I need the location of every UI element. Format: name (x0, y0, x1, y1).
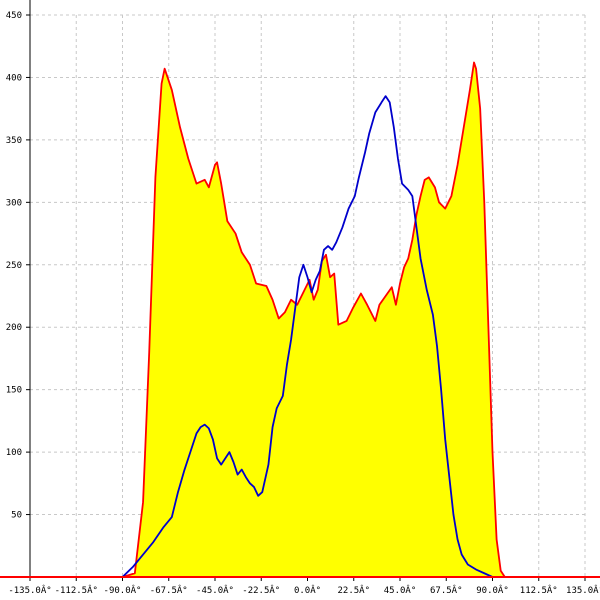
y-tick-label: 300 (6, 198, 22, 208)
x-tick-label: 45.0Â° (384, 584, 417, 596)
series-line (121, 95, 493, 578)
tick-labels: -135.0Â° -112.5Â° -90.0Â° -67.5Â° -45.0Â° -22… (6, 11, 600, 596)
x-tick-label: -112.5Â° (55, 584, 98, 596)
y-tick-label: 200 (6, 323, 22, 333)
x-tick-label: 22.5Â° (337, 584, 370, 596)
y-tick-label: 400 (6, 73, 22, 83)
axes (0, 0, 600, 581)
series-layer (30, 61, 585, 578)
x-tick-label: -67.5Â° (150, 584, 188, 596)
x-tick-label: 90.0Â° (476, 584, 509, 596)
x-tick-label: 67.5Â° (430, 584, 463, 596)
y-tick-label: 450 (6, 11, 22, 21)
y-tick-label: 100 (6, 448, 22, 458)
y-tick-label: 150 (6, 386, 22, 396)
x-tick-label: -22.5Â° (242, 584, 280, 596)
y-tick-label: 350 (6, 136, 22, 146)
y-tick-label: 50 (11, 511, 22, 521)
x-tick-label: 135.0Â° (566, 584, 600, 596)
x-tick-label: -45.0Â° (196, 584, 234, 596)
x-tick-label: 112.5Â° (520, 584, 558, 596)
area-outline (30, 61, 585, 578)
x-tick-label: -90.0Â° (104, 584, 142, 596)
y-tick-label: 250 (6, 261, 22, 271)
x-tick-label: -135.0Â° (8, 584, 51, 596)
x-tick-label: 0.0Â° (294, 584, 321, 596)
